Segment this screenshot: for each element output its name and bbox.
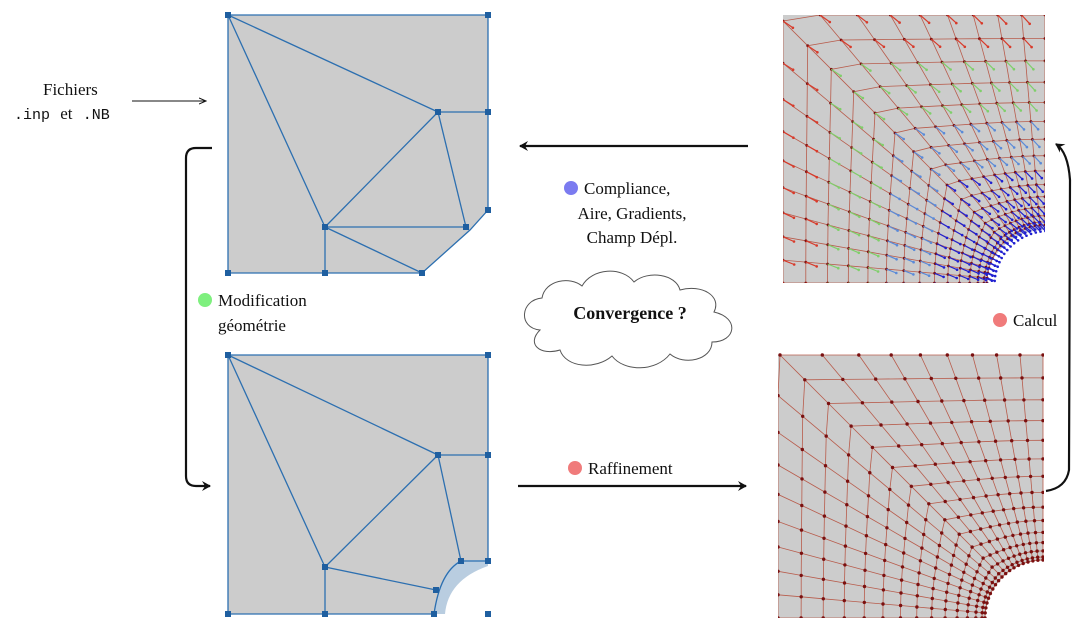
- convergence-label: Convergence ?: [573, 303, 686, 323]
- files-label-line2: .inp et .NB: [14, 104, 110, 124]
- refinement-marker: [568, 461, 582, 475]
- computed-mesh-panel: [783, 15, 1045, 283]
- modification-line2: géométrie: [218, 316, 286, 335]
- modification-loop-arrow: [184, 146, 212, 491]
- compliance-line2: Aire, Gradients,: [577, 204, 686, 223]
- calcul-marker: [993, 313, 1007, 327]
- modified-geometry-vertices: [225, 352, 491, 617]
- convergence-cloud: Convergence ?: [524, 270, 733, 369]
- refinement-label: Raffinement: [588, 459, 673, 478]
- compliance-line3: Champ Dépl.: [587, 228, 678, 247]
- initial-geometry-domain: [227, 14, 489, 274]
- compliance-line1: Compliance,: [584, 179, 670, 198]
- files-label-line1: Fichiers: [43, 80, 98, 99]
- cloud-shape: [524, 270, 733, 369]
- modification-line1: Modification: [218, 291, 307, 310]
- initial-geometry-vertices: [225, 12, 491, 276]
- initial-geometry-panel: [225, 12, 491, 276]
- displacement-vectors: [783, 15, 1045, 283]
- refined-mesh-lines: [778, 353, 1044, 618]
- calcul-label: Calcul: [1013, 311, 1058, 330]
- compliance-marker: [564, 181, 578, 195]
- modified-geometry-panel: [225, 352, 491, 617]
- files-joiner: et: [60, 104, 73, 123]
- files-ext-nb: .NB: [83, 107, 110, 124]
- modification-marker: [198, 293, 212, 307]
- files-ext-inp: .inp: [14, 107, 50, 124]
- calcul-loop-arrow: [1045, 143, 1072, 493]
- initial-geometry-edges: [227, 14, 488, 274]
- refined-mesh-panel: [778, 353, 1044, 618]
- modified-geometry-edges: [227, 354, 488, 615]
